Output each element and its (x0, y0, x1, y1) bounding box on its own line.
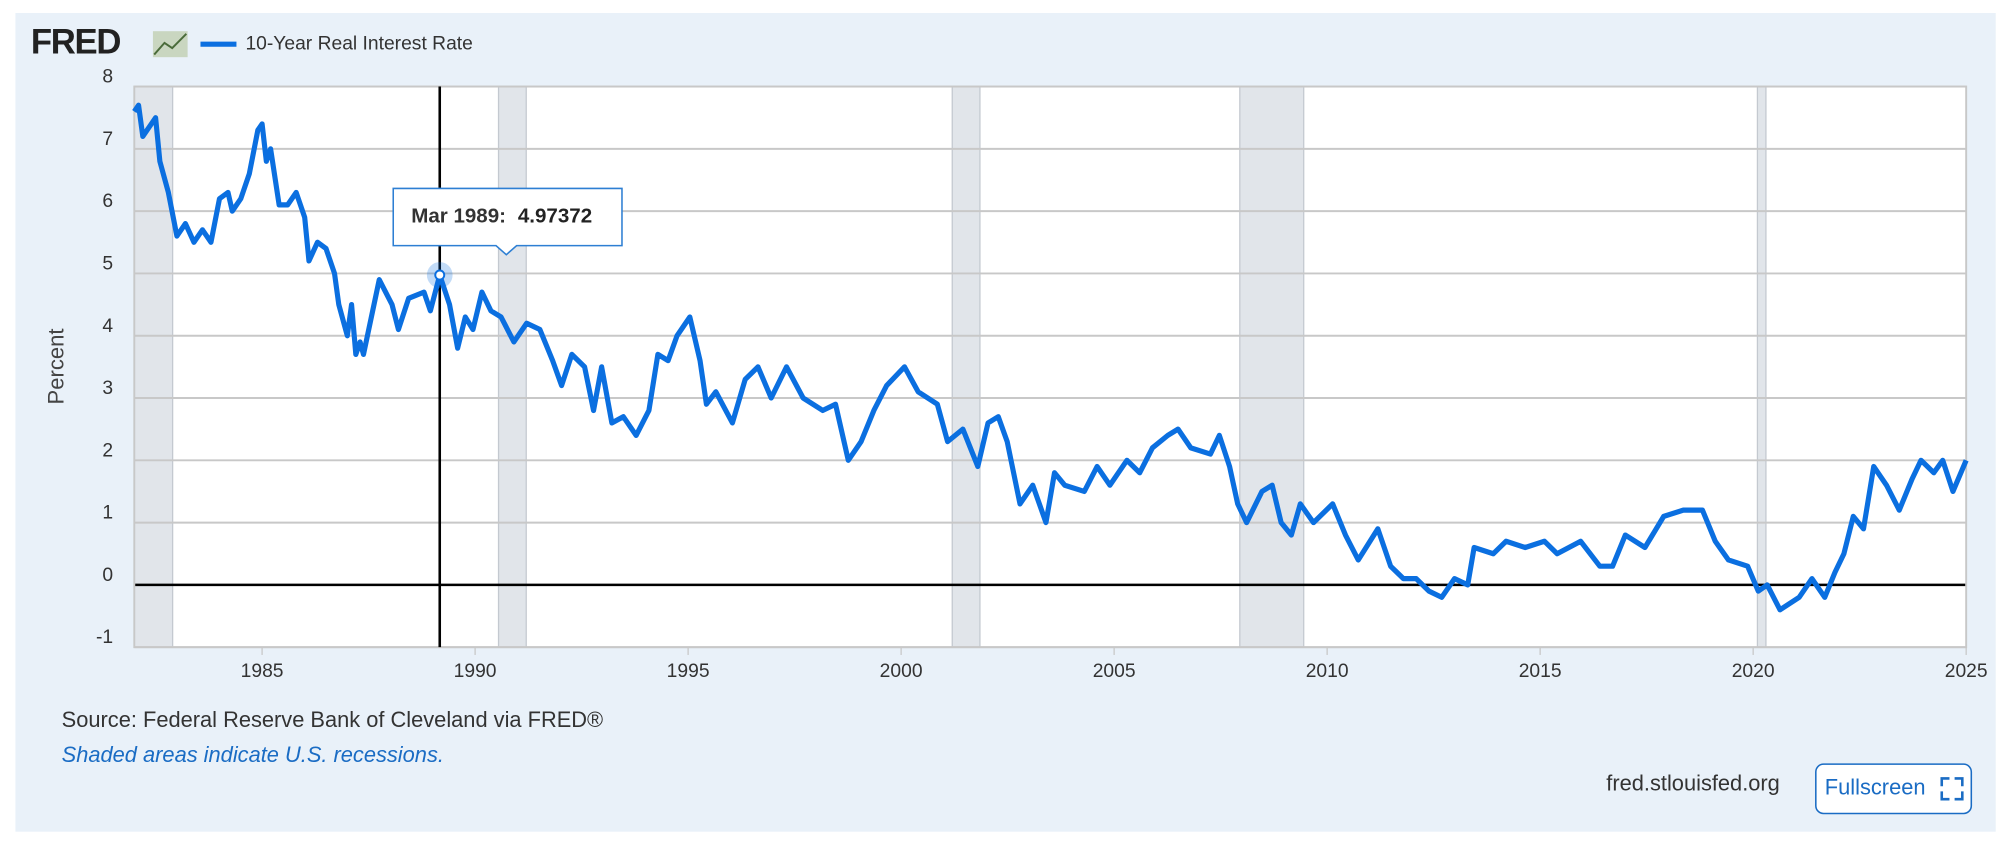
site: fred.stlouisfed.org (1606, 771, 1780, 796)
tooltip-value: 4.97372 (518, 204, 592, 227)
y-tick-label: 2 (102, 439, 113, 461)
recession-band (951, 85, 981, 648)
x-tick-label: 2005 (1093, 660, 1136, 682)
y-tick-label: 4 (102, 315, 113, 337)
y-tick-label: -1 (96, 626, 113, 648)
x-tick-label: 2025 (1945, 660, 1988, 682)
y-tick-label: 7 (102, 128, 113, 150)
button-icon[interactable] (1940, 777, 1964, 801)
y-tick-label: 8 (102, 66, 113, 88)
x-tick-label: 1995 (667, 660, 710, 682)
hover-point (434, 269, 446, 281)
y-tick-label: 3 (102, 377, 113, 399)
x-tick-label: 2010 (1306, 660, 1349, 682)
button-frame[interactable] (1815, 763, 1973, 815)
x-tick-label: 2015 (1519, 660, 1562, 682)
tooltip-box (392, 187, 623, 256)
logo: FRED (31, 22, 120, 61)
fullscreen-button[interactable]: Fullscreen (1815, 763, 1973, 815)
series-line (132, 102, 1969, 613)
y-tick-label: 0 (102, 564, 113, 586)
y-axis-label: Percent (44, 328, 69, 404)
x-tick-label: 2020 (1732, 660, 1775, 682)
logo-icon (152, 31, 188, 58)
y-tick-label: 6 (102, 190, 113, 212)
legend-label: 10-Year Real Interest Rate (245, 32, 472, 54)
x-tick-label: 1990 (454, 660, 497, 682)
tooltip-label: Mar 1989: (411, 204, 506, 227)
note: Shaded areas indicate U.S. recessions. (62, 742, 444, 767)
x-tick-label: 1985 (241, 660, 284, 682)
y-tick-label: 5 (102, 252, 113, 274)
y-tick-label: 1 (102, 502, 113, 524)
button-label[interactable]: Fullscreen (1825, 775, 1926, 800)
source: Source: Federal Reserve Bank of Clevelan… (62, 707, 603, 732)
recession-band (1239, 85, 1305, 648)
plot-area (134, 87, 1967, 648)
plot-border (133, 85, 1968, 649)
recession-band (133, 85, 174, 648)
recession-band (1756, 85, 1767, 648)
x-tick-label: 2000 (880, 660, 923, 682)
recession-band (497, 85, 527, 648)
